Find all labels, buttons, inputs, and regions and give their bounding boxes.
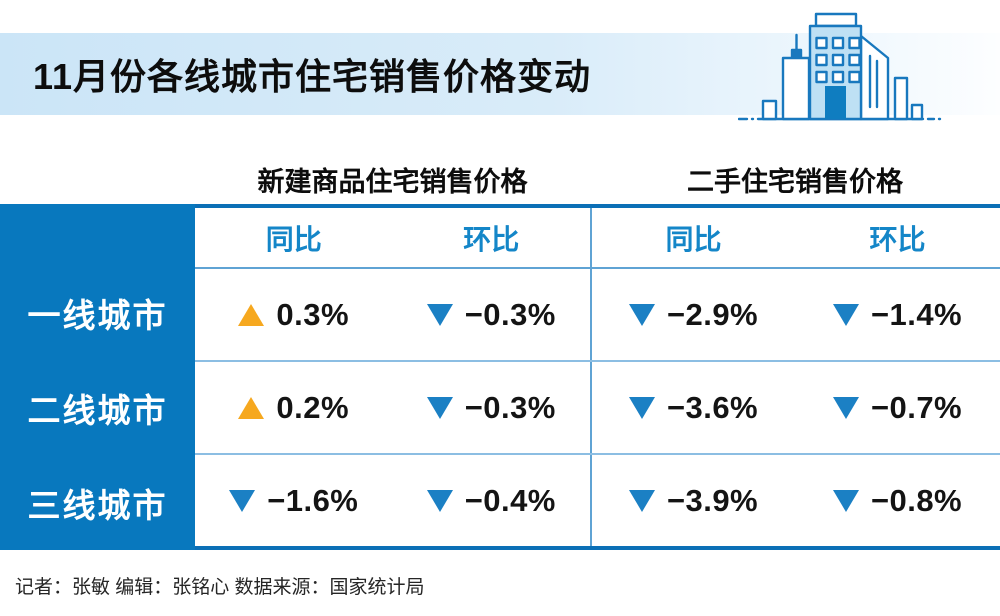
down-triangle-icon xyxy=(229,489,256,512)
row-label-tier2: 二线城市 xyxy=(27,392,168,429)
cell-value: −0.7% xyxy=(870,389,963,425)
cell-value: 0.3% xyxy=(276,296,350,332)
down-triangle-icon xyxy=(832,489,859,512)
table-cell: −3.6% xyxy=(590,362,795,453)
table-cell: −1.6% xyxy=(195,455,393,546)
down-triangle-icon xyxy=(628,489,655,512)
price-table: 一线城市 二线城市 三线城市 同比 环比 同比 环比 0.3% −0.3% −2… xyxy=(0,204,1000,550)
table-grid: 同比 环比 同比 环比 0.3% −0.3% −2.9% −1.4% xyxy=(195,204,1000,550)
table-row: 0.3% −0.3% −2.9% −1.4% xyxy=(195,269,1000,362)
cell-value: 0.2% xyxy=(276,389,350,425)
table-cell: −3.9% xyxy=(590,455,795,546)
table-row: −1.6% −0.4% −3.9% −0.8% xyxy=(195,455,1000,546)
down-triangle-icon xyxy=(628,303,655,326)
cell-value: −2.9% xyxy=(666,296,759,332)
column-group-headers: 新建商品住宅销售价格 二手住宅销售价格 xyxy=(0,158,1000,200)
table-cell: −0.3% xyxy=(393,269,591,360)
group-header-new-homes: 新建商品住宅销售价格 xyxy=(257,166,528,197)
sub-header-yoy-new: 同比 xyxy=(265,223,322,255)
page-title: 11月份各线城市住宅销售价格变动 xyxy=(33,56,592,97)
table-cell: −0.8% xyxy=(795,455,1000,546)
up-triangle-icon xyxy=(238,396,265,419)
sub-header-mom-new: 环比 xyxy=(463,223,520,255)
up-triangle-icon xyxy=(238,303,265,326)
table-cell: −0.3% xyxy=(393,362,591,453)
sub-header-yoy-secondhand: 同比 xyxy=(590,208,795,267)
down-triangle-icon xyxy=(426,303,453,326)
cell-value: −0.3% xyxy=(464,296,556,332)
table-cell: −0.7% xyxy=(795,362,1000,453)
city-buildings-icon xyxy=(738,12,942,121)
cell-value: −3.6% xyxy=(666,389,759,425)
table-cell: −0.4% xyxy=(393,455,591,546)
cell-value: −0.3% xyxy=(464,389,556,425)
cell-value: −0.4% xyxy=(464,482,556,518)
table-cell: 0.2% xyxy=(195,362,393,453)
down-triangle-icon xyxy=(628,396,655,419)
group-header-secondhand: 二手住宅销售价格 xyxy=(687,166,903,197)
cell-value: −3.9% xyxy=(666,482,759,518)
down-triangle-icon xyxy=(426,396,453,419)
group-header-spacer xyxy=(0,158,195,200)
down-triangle-icon xyxy=(832,396,859,419)
table-row: 0.2% −0.3% −3.6% −0.7% xyxy=(195,362,1000,455)
row-label-column: 一线城市 二线城市 三线城市 xyxy=(0,204,195,550)
down-triangle-icon xyxy=(832,303,859,326)
row-label-tier3: 三线城市 xyxy=(27,486,168,524)
row-label-tier1: 一线城市 xyxy=(27,297,168,335)
cell-value: −1.4% xyxy=(870,296,963,332)
down-triangle-icon xyxy=(426,489,453,512)
credits: 记者：张敏 编辑：张铭心 数据来源：国家统计局 xyxy=(15,577,425,598)
table-cell: 0.3% xyxy=(195,269,393,360)
sub-header-mom-secondhand: 环比 xyxy=(869,223,926,255)
cell-value: −0.8% xyxy=(870,482,963,518)
cell-value: −1.6% xyxy=(267,482,359,518)
table-cell: −2.9% xyxy=(590,269,795,360)
table-cell: −1.4% xyxy=(795,269,1000,360)
sub-header-row: 同比 环比 同比 环比 xyxy=(195,208,1000,269)
